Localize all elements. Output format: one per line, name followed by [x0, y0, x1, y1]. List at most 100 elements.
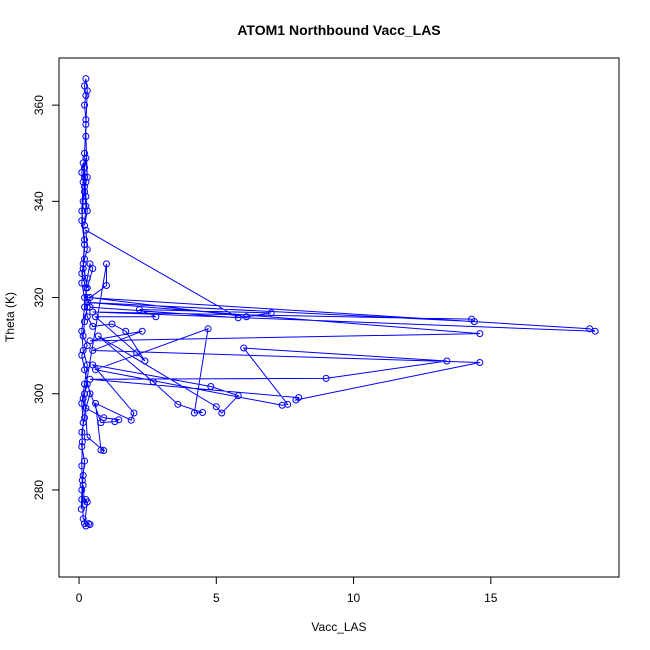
point — [470, 318, 478, 326]
point — [111, 418, 119, 426]
point — [89, 346, 97, 354]
y-tick-label: 280 — [32, 480, 46, 500]
plot-frame — [58, 57, 620, 578]
point — [476, 330, 484, 338]
point — [204, 325, 212, 333]
point — [212, 403, 220, 411]
point — [79, 515, 87, 523]
point — [78, 399, 86, 407]
point — [83, 498, 91, 506]
point — [81, 188, 89, 196]
point — [141, 357, 149, 365]
point — [102, 260, 110, 268]
point — [83, 207, 91, 215]
point — [97, 446, 105, 454]
point — [82, 404, 90, 412]
point — [89, 322, 97, 330]
point — [82, 226, 90, 234]
point — [82, 75, 90, 83]
point — [102, 282, 110, 290]
x-tick-label: 0 — [76, 591, 83, 605]
point — [83, 313, 91, 321]
point — [130, 409, 138, 417]
x-axis-label: Vacc_LAS — [311, 620, 366, 634]
point — [149, 378, 157, 386]
point — [83, 294, 91, 302]
point — [278, 401, 286, 409]
point — [86, 337, 94, 345]
point — [199, 408, 207, 416]
point — [476, 358, 484, 366]
x-tick-label: 15 — [484, 591, 498, 605]
point — [322, 374, 330, 382]
point — [83, 303, 91, 311]
chart-title: ATOM1 Northbound Vacc_LAS — [237, 22, 440, 38]
point — [86, 375, 94, 383]
point — [100, 414, 108, 422]
x-tick-label: 10 — [347, 591, 361, 605]
point — [83, 284, 91, 292]
point — [79, 260, 87, 268]
point — [79, 481, 87, 489]
point — [78, 438, 86, 446]
point — [81, 183, 89, 191]
point — [133, 349, 141, 357]
point — [81, 390, 89, 398]
point — [81, 457, 89, 465]
point — [78, 207, 86, 215]
point — [122, 327, 130, 335]
point — [82, 193, 90, 201]
point — [86, 260, 94, 268]
y-tick-label: 340 — [32, 191, 46, 211]
point — [81, 173, 89, 181]
point — [83, 361, 91, 369]
series-line — [80, 78, 596, 527]
point — [81, 241, 89, 249]
point — [86, 521, 94, 529]
point — [82, 132, 90, 140]
point — [234, 314, 242, 322]
point — [108, 320, 116, 328]
point — [86, 294, 94, 302]
point — [82, 120, 90, 128]
point — [207, 383, 215, 391]
point — [174, 400, 182, 408]
point — [78, 351, 86, 359]
point — [92, 399, 100, 407]
point — [79, 472, 87, 480]
point — [82, 154, 90, 162]
point — [83, 433, 91, 441]
point — [79, 419, 87, 427]
x-tick-label: 5 — [213, 591, 220, 605]
point — [83, 173, 91, 181]
point — [81, 149, 89, 157]
point — [77, 505, 85, 513]
point — [218, 409, 226, 417]
point — [83, 274, 91, 282]
point — [78, 327, 86, 335]
point — [92, 313, 100, 321]
point — [443, 357, 451, 365]
point — [81, 414, 89, 422]
point — [127, 416, 135, 424]
point — [89, 361, 97, 369]
point — [82, 178, 90, 186]
point — [78, 476, 86, 484]
point — [94, 332, 102, 340]
point — [190, 409, 198, 417]
point — [85, 520, 93, 528]
point — [591, 327, 599, 335]
point — [78, 269, 86, 277]
point — [267, 309, 275, 317]
point — [78, 428, 86, 436]
point — [81, 255, 89, 263]
point — [81, 101, 89, 109]
point — [79, 178, 87, 186]
y-tick-label: 360 — [32, 95, 46, 115]
point — [82, 202, 90, 210]
point — [81, 221, 89, 229]
y-axis-label: Theta (K) — [3, 292, 17, 342]
